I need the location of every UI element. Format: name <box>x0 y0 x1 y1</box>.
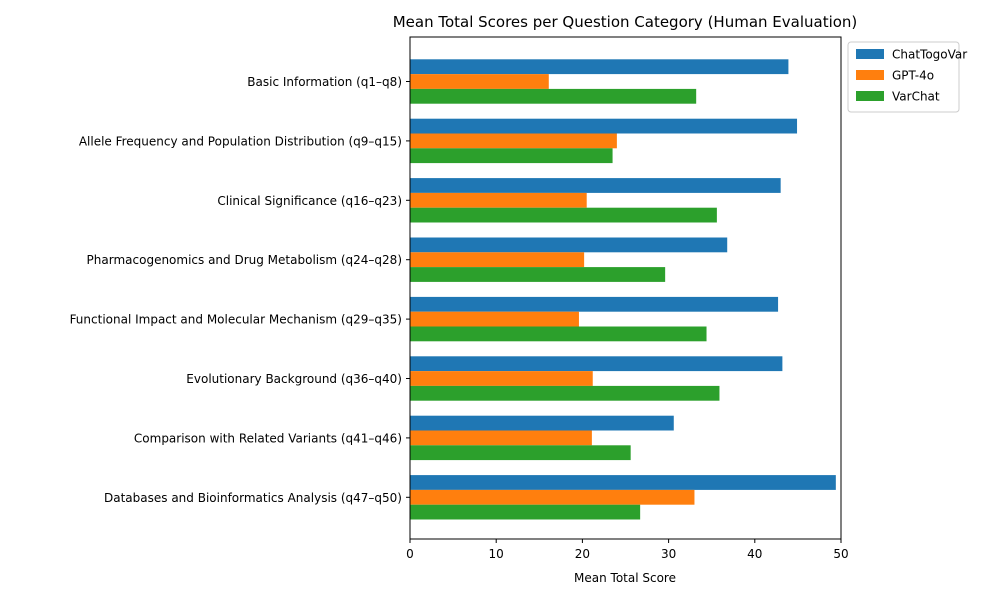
y-tick-label: Basic Information (q1–q8) <box>247 75 402 89</box>
legend-swatch <box>856 91 884 101</box>
x-tick-label: 10 <box>489 547 504 561</box>
y-tick-label: Comparison with Related Variants (q41–q4… <box>134 431 402 445</box>
legend-swatch <box>856 70 884 80</box>
y-axis: Basic Information (q1–q8) Allele Frequenc… <box>70 75 410 505</box>
y-tick-label: Databases and Bioinformatics Analysis (q… <box>104 491 402 505</box>
y-tick-label: Pharmacogenomics and Drug Metabolism (q2… <box>87 253 402 267</box>
x-tick-label: 30 <box>661 547 676 561</box>
bar-gpt-4o-1 <box>410 74 549 89</box>
y-tick-label: Evolutionary Background (q36–q40) <box>186 372 402 386</box>
x-tick-label: 50 <box>833 547 848 561</box>
bar-varchat-5 <box>410 326 707 342</box>
bar-varchat-8 <box>410 504 641 520</box>
x-axis: 0 10 20 30 40 50 <box>406 539 849 561</box>
y-tick-label: Allele Frequency and Population Distribu… <box>79 134 402 148</box>
x-axis-label: Mean Total Score <box>574 571 676 585</box>
legend-label: GPT-4o <box>892 69 934 83</box>
bar-gpt-4o-7 <box>410 430 592 446</box>
bar-varchat-2 <box>410 148 613 164</box>
bar-chattogovar-6 <box>410 356 783 372</box>
legend: ChatTogoVar GPT-4o VarChat <box>847 41 967 113</box>
y-tick-label: Functional Impact and Molecular Mechanis… <box>70 313 402 327</box>
bar-chattogovar-5 <box>410 296 779 312</box>
bar-gpt-4o-5 <box>410 311 579 327</box>
bar-gpt-4o-3 <box>410 192 587 208</box>
bar-chattogovar-7 <box>410 415 674 431</box>
bar-gpt-4o-2 <box>410 133 617 149</box>
bar-chattogovar-4 <box>410 237 728 253</box>
x-tick-label: 20 <box>575 547 590 561</box>
legend-label: ChatTogoVar <box>892 48 967 62</box>
bar-varchat-3 <box>410 207 717 223</box>
bar-gpt-4o-8 <box>410 489 695 505</box>
bar-chattogovar-8 <box>410 475 836 490</box>
bar-chattogovar-2 <box>410 118 798 134</box>
bar-varchat-1 <box>410 88 697 104</box>
legend-label: VarChat <box>892 90 940 104</box>
bar-varchat-4 <box>410 267 666 282</box>
y-tick-label: Clinical Significance (q16–q23) <box>217 194 402 208</box>
x-tick-label: 0 <box>406 547 414 561</box>
bar-gpt-4o-4 <box>410 252 585 268</box>
bar-chattogovar-1 <box>410 59 789 75</box>
bar-gpt-4o-6 <box>410 371 593 386</box>
x-tick-label: 40 <box>747 547 762 561</box>
chart-title: Mean Total Scores per Question Category … <box>393 13 858 31</box>
bar-chattogovar-3 <box>410 178 781 193</box>
legend-swatch <box>856 49 884 59</box>
bar-varchat-6 <box>410 385 720 401</box>
plot-frame <box>409 36 842 540</box>
bar-varchat-7 <box>410 445 631 461</box>
bars-group <box>410 59 836 520</box>
